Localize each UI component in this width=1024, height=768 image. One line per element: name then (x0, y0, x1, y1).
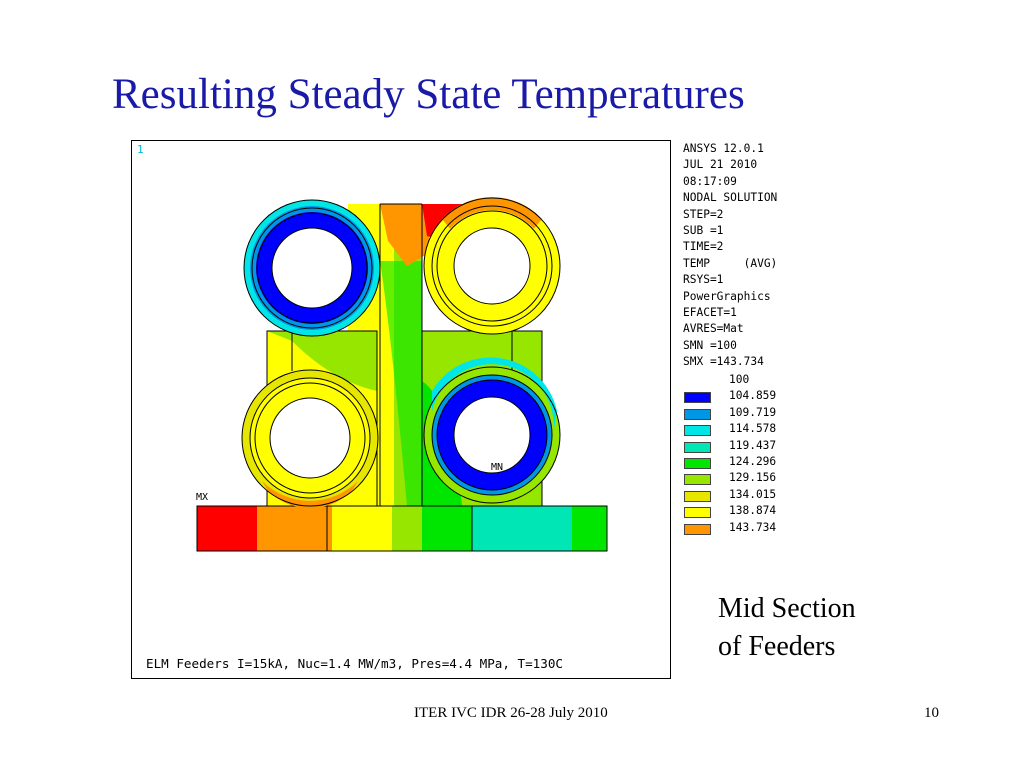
plot-caption: ELM Feeders I=15kA, Nuc=1.4 MW/m3, Pres=… (146, 656, 564, 671)
legend-value: 143.734 (729, 520, 777, 534)
legend-swatch (684, 523, 711, 535)
info-line: ANSYS 12.0.1 (683, 142, 764, 155)
legend-swatch (684, 392, 711, 404)
info-line: SUB =1 (683, 224, 724, 238)
legend-value: 124.296 (729, 454, 777, 468)
window-number: 1 (137, 143, 144, 156)
legend-value: 119.437 (729, 438, 777, 452)
legend-value: 129.156 (729, 471, 777, 485)
info-line: 08:17:09 (683, 174, 737, 188)
page-number: 10 (924, 705, 939, 721)
info-line: TEMP (AVG) (683, 256, 778, 270)
footer-text: ITER IVC IDR 26-28 July 2010 (414, 705, 608, 721)
temperature-contour-plot (196, 197, 608, 552)
legend-swatch (684, 490, 711, 502)
ansys-info-block: ANSYS 12.0.1 JUL 21 2010 08:17:09 NODAL SOL… (683, 141, 777, 371)
max-marker-label: MX (196, 492, 209, 503)
info-line: SMX =143.734 (683, 355, 764, 369)
legend-value: 114.578 (729, 422, 777, 436)
legend-swatch (684, 457, 711, 469)
info-line: NODAL SOLUTION (683, 191, 778, 205)
info-line: AVRES=Mat (683, 322, 744, 336)
info-line: EFACET=1 (683, 306, 737, 320)
legend-value: 100 (729, 373, 750, 386)
side-caption-line2: of Feeders (718, 631, 836, 662)
legend-swatch (684, 408, 711, 420)
tube-bottom-left (241, 369, 379, 509)
info-line: RSYS=1 (683, 273, 724, 287)
tube-bottom-right (423, 357, 561, 504)
tube-top-left (243, 199, 381, 337)
info-line: STEP=2 (683, 207, 724, 221)
side-caption: Mid Section of Feeders (718, 590, 856, 666)
legend-value: 134.015 (729, 487, 777, 501)
side-caption-line1: Mid Section (718, 593, 856, 624)
ansys-plot-frame (131, 140, 671, 679)
legend-swatch (684, 441, 711, 453)
legend-value: 109.719 (729, 405, 777, 419)
info-line: TIME=2 (683, 240, 724, 254)
legend-value: 104.859 (729, 389, 777, 403)
slide-title: Resulting Steady State Temperatures (112, 71, 745, 118)
legend-value: 138.874 (729, 504, 777, 518)
info-line: JUL 21 2010 (683, 158, 758, 172)
info-line: PowerGraphics (683, 289, 771, 303)
info-line: SMN =100 (683, 338, 737, 352)
legend-swatch (684, 507, 711, 519)
legend-swatch (684, 425, 711, 437)
legend-swatch (684, 474, 711, 486)
tube-top-right (423, 197, 561, 335)
min-marker-label: MN (491, 462, 504, 473)
